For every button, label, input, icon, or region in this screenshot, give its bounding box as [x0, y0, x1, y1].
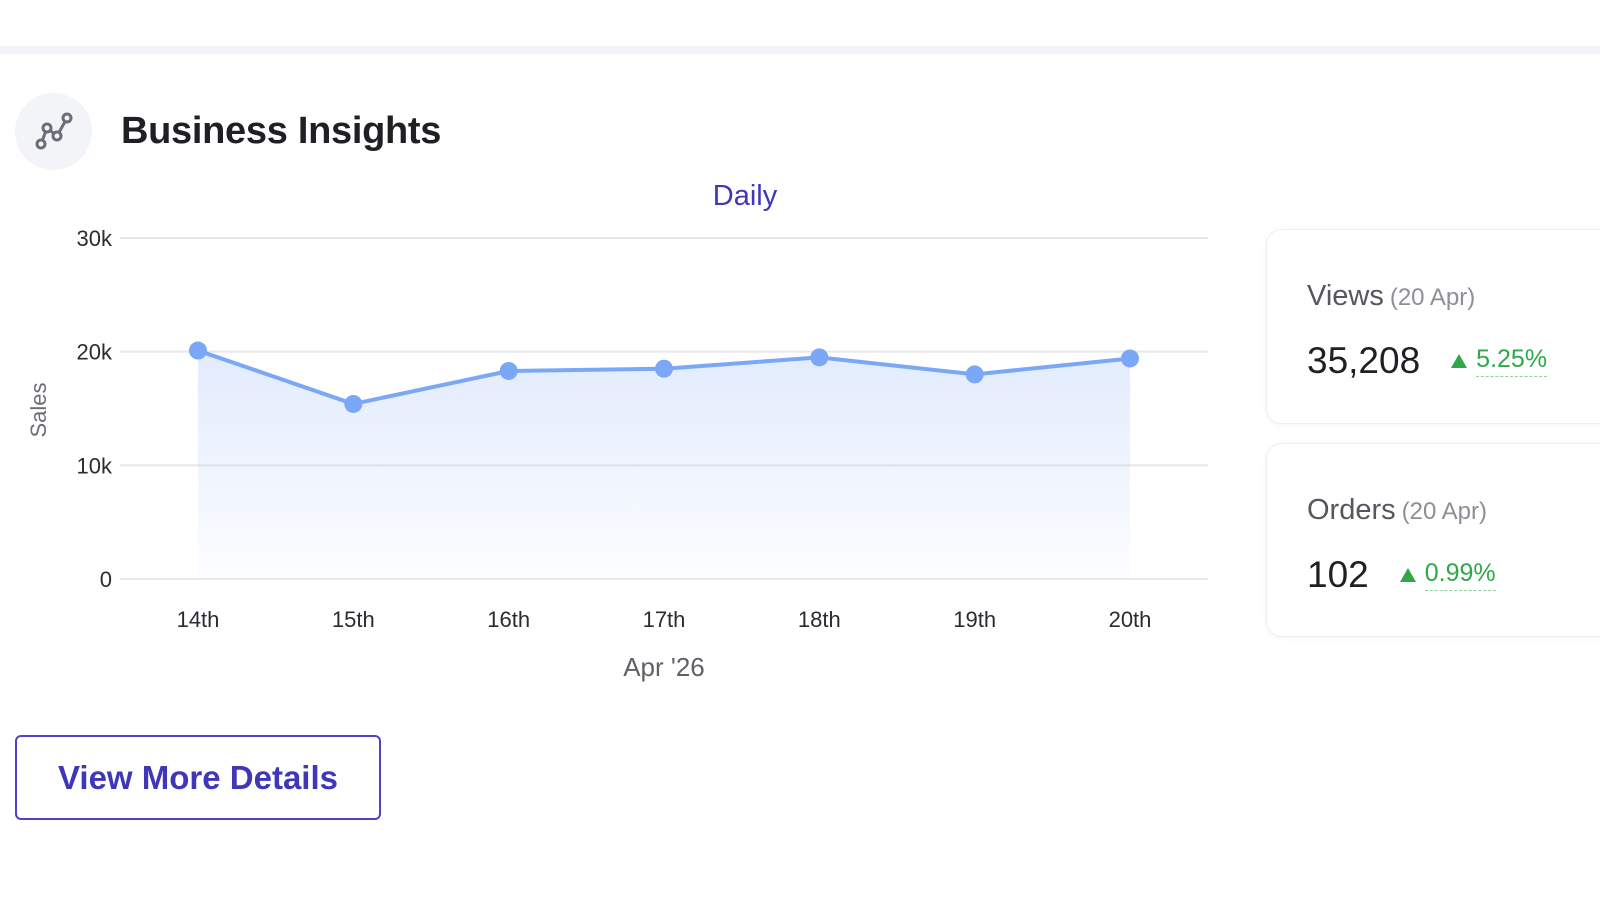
chart-period-label: Daily: [712, 180, 778, 212]
views-value: 35,208: [1307, 340, 1421, 381]
orders-label: Orders: [1307, 494, 1396, 526]
sales-chart: 0 10k 20k 30k 14th 15th 16th 17th 18th 19th 20th Ap…: [0, 200, 1240, 700]
y-tick-label: 10k: [77, 453, 113, 478]
y-tick-label: 20k: [77, 340, 113, 365]
view-more-details-button[interactable]: View More Details: [15, 735, 381, 820]
views-date: (20 Apr): [1389, 284, 1476, 311]
data-point-15th: [344, 394, 363, 413]
data-point-19th: [965, 365, 984, 384]
orders-card: Orders (20 Apr) 102 0.99%: [1266, 443, 1600, 637]
data-point-14th: [189, 341, 207, 360]
y-axis-title: Sales: [26, 382, 51, 437]
x-tick-label: 17th: [643, 607, 686, 632]
data-point-20th: [1121, 349, 1139, 368]
x-tick-label: 16th: [487, 607, 530, 632]
x-tick-label: 15th: [332, 607, 375, 632]
x-axis-title: Apr '26: [623, 652, 705, 682]
orders-value: 102: [1307, 554, 1369, 595]
x-tick-label: 20th: [1109, 607, 1152, 632]
data-point-16th: [499, 361, 518, 380]
views-change: 5.25%: [1450, 345, 1548, 377]
top-divider: [0, 46, 1600, 54]
arrow-up-icon: [1451, 354, 1468, 368]
x-tick-label: 18th: [798, 607, 841, 632]
views-card: Views (20 Apr) 35,208 5.25%: [1266, 229, 1600, 424]
orders-change-value: 0.99%: [1424, 559, 1496, 591]
views-label: Views: [1307, 280, 1384, 312]
page-title: Business Insights: [121, 110, 442, 152]
data-point-17th: [655, 359, 673, 378]
line-chart-icon: [15, 93, 92, 170]
x-tick-label: 19th: [953, 607, 996, 632]
arrow-up-icon: [1399, 568, 1416, 582]
x-tick-label: 14th: [177, 607, 220, 632]
y-tick-label: 30k: [77, 226, 113, 251]
orders-change: 0.99%: [1399, 559, 1496, 591]
data-point-18th: [810, 348, 829, 367]
views-change-value: 5.25%: [1476, 345, 1548, 377]
orders-date: (20 Apr): [1401, 498, 1488, 525]
y-tick-label: 0: [100, 567, 112, 592]
top-bar: [0, 0, 1600, 46]
sales-chart-svg: 0 10k 20k 30k 14th 15th 16th 17th 18th 19th 20th Ap…: [26, 226, 1208, 682]
sales-area: [198, 350, 1130, 579]
